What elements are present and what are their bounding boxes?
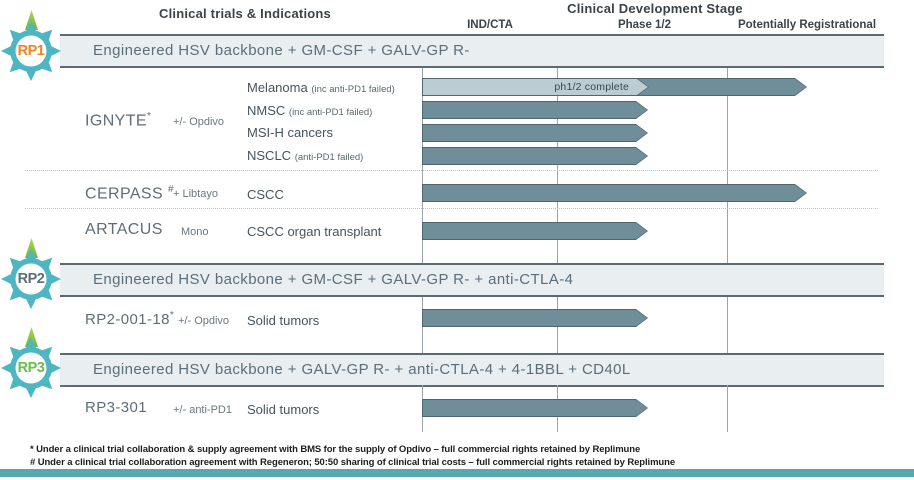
footnote-marker: * bbox=[169, 310, 175, 321]
bottom-accent-bar bbox=[0, 469, 914, 477]
footnote-marker: * bbox=[146, 111, 152, 122]
left-column-title: Clinical trials & Indications bbox=[159, 6, 331, 21]
progress-arrow-melanoma-complete-segment: ph1/2 complete bbox=[422, 78, 649, 96]
rp3-platform-band: Engineered HSV backbone + GALV-GP R- + a… bbox=[60, 353, 884, 387]
trial-name-ignyte: IGNYTE* bbox=[85, 111, 152, 130]
indication-cscc: CSCC bbox=[247, 187, 284, 202]
indication-cscc-transplant: CSCC organ transplant bbox=[247, 224, 382, 239]
gridline-phase12-1 bbox=[557, 68, 558, 263]
trial-name-rp3-301: RP3-301 bbox=[85, 399, 148, 416]
combo-ignyte: +/- Opdivo bbox=[173, 116, 225, 128]
gridline-registrational-1 bbox=[727, 68, 728, 263]
indication-msi-h: MSI-H cancers bbox=[247, 125, 333, 140]
indication-nmsc: NMSC (inc anti-PD1 failed) bbox=[247, 103, 373, 118]
rp1-platform-band: Engineered HSV backbone + GM-CSF + GALV-… bbox=[60, 34, 884, 68]
row-separator bbox=[25, 208, 878, 209]
trial-name-rp2-001-18: RP2-001-18* bbox=[85, 310, 175, 328]
indication-note: (inc anti-PD1 failed) bbox=[311, 84, 395, 95]
rp2-platform-band: Engineered HSV backbone + GM-CSF + GALV-… bbox=[60, 263, 884, 297]
indication-note: (anti-PD1 failed) bbox=[294, 152, 364, 163]
rp3-badge-label: RP3 bbox=[17, 360, 45, 376]
footnote-regeneron: # Under a clinical trial collaboration a… bbox=[30, 457, 676, 468]
gridline-registrational-3 bbox=[727, 385, 728, 432]
trial-name-cerpass: CERPASS # bbox=[85, 184, 174, 203]
rp2-platform-text: Engineered HSV backbone + GM-CSF + GALV-… bbox=[93, 271, 574, 288]
combo-cerpass: + Libtayo bbox=[173, 188, 218, 200]
segment-label: ph1/2 complete bbox=[554, 81, 629, 93]
starburst-icon bbox=[1, 338, 61, 398]
rp1-badge-icon: RP1 bbox=[0, 19, 63, 83]
indication-nsclc: NSCLC (anti-PD1 failed) bbox=[247, 148, 364, 163]
row-separator bbox=[25, 170, 878, 171]
rp1-platform-text: Engineered HSV backbone + GM-CSF + GALV-… bbox=[93, 42, 470, 59]
footnote-bms: * Under a clinical trial collaboration &… bbox=[30, 444, 641, 455]
progress-arrow-nmsc bbox=[422, 101, 648, 119]
trial-name-artacus: ARTACUS bbox=[85, 221, 163, 238]
gridline-ind-cta-1 bbox=[422, 68, 423, 263]
starburst-icon bbox=[1, 249, 61, 309]
footnote-marker: # bbox=[167, 184, 174, 195]
progress-arrow-rp3-solid-tumors bbox=[422, 399, 648, 417]
progress-arrow-msi-h bbox=[422, 124, 648, 142]
progress-arrow-rp2-solid-tumors bbox=[422, 309, 648, 327]
combo-rp2-001-18: +/- Opdivo bbox=[178, 315, 230, 327]
stage-label-registrational: Potentially Registrational bbox=[737, 19, 877, 31]
right-column-title: Clinical Development Stage bbox=[567, 1, 743, 16]
rp2-badge-label: RP2 bbox=[17, 271, 45, 287]
progress-arrow-cscc-transplant bbox=[422, 222, 648, 240]
combo-artacus: Mono bbox=[181, 226, 209, 238]
progress-arrow-cscc bbox=[422, 184, 807, 202]
progress-arrow-nsclc bbox=[422, 147, 648, 165]
rp1-badge-label: RP1 bbox=[17, 43, 45, 59]
gridline-registrational-2 bbox=[727, 297, 728, 353]
stage-label-phase12: Phase 1/2 bbox=[617, 19, 672, 31]
indication-solid-tumors-rp3: Solid tumors bbox=[247, 402, 320, 417]
rp3-platform-text: Engineered HSV backbone + GALV-GP R- + a… bbox=[93, 361, 631, 378]
indication-solid-tumors-rp2: Solid tumors bbox=[247, 313, 320, 328]
rp2-badge-icon: RP2 bbox=[0, 247, 63, 311]
starburst-icon bbox=[1, 21, 61, 81]
rp3-badge-icon: RP3 bbox=[0, 336, 63, 400]
combo-rp3-301: +/- anti-PD1 bbox=[173, 404, 232, 416]
indication-melanoma: Melanoma (inc anti-PD1 failed) bbox=[247, 80, 395, 95]
indication-note: (inc anti-PD1 failed) bbox=[288, 107, 373, 118]
stage-label-ind-cta: IND/CTA bbox=[467, 19, 513, 31]
